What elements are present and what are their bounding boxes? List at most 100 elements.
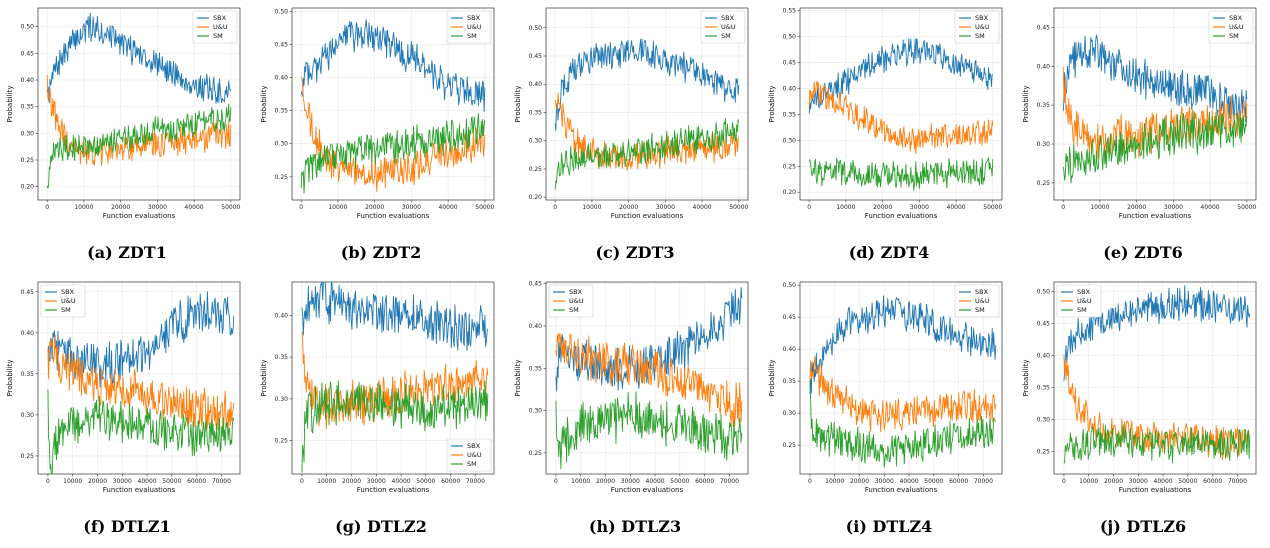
x-tick-label: 50000: [416, 478, 435, 485]
legend-label-sm: SM: [569, 306, 579, 314]
y-tick-label: 0.35: [529, 109, 543, 116]
y-tick-label: 0.35: [1037, 385, 1051, 392]
plot-frame: [1053, 281, 1257, 475]
y-tick-label: 0.40: [529, 323, 543, 330]
legend-label-sm: SM: [61, 306, 71, 314]
legend-label-sm: SM: [975, 32, 985, 40]
y-tick-label: 0.50: [783, 282, 797, 289]
x-tick-label: 50000: [729, 204, 748, 211]
x-axis-label: Function evaluations: [865, 486, 938, 494]
series-line-sbx: [300, 19, 486, 112]
x-tick-label: 0: [554, 478, 558, 485]
y-tick-label: 0.30: [529, 408, 543, 415]
x-tick-label: 60000: [695, 478, 714, 485]
legend-box: [954, 284, 1000, 318]
x-axis-label: Function evaluations: [103, 212, 176, 220]
legend-label-sbx: SBX: [467, 14, 481, 22]
y-tick-label: 0.45: [1037, 24, 1051, 31]
x-tick-label: 40000: [392, 478, 411, 485]
chart-panel-j-dtlz6: 0 10000 20000 30000 40000 50000 60000 70000 0.25…: [1016, 274, 1270, 548]
series-line-sm: [47, 389, 235, 474]
x-axis-label: Function evaluations: [611, 486, 684, 494]
x-tick-label: 30000: [656, 204, 675, 211]
x-tick-label: 50000: [475, 204, 494, 211]
legend-label-sbx: SBX: [721, 14, 735, 22]
x-tick-label: 40000: [947, 204, 966, 211]
y-axis-label: Probability: [260, 85, 268, 122]
x-tick-label: 50000: [162, 478, 181, 485]
x-tick-label: 60000: [187, 478, 206, 485]
x-axis-label: Function evaluations: [1119, 486, 1192, 494]
y-tick-label: 0.35: [275, 354, 289, 361]
legend-box: [954, 10, 1000, 44]
chart-svg: 0 10000 20000 30000 40000 50000 0.25 0.30 0.35 0.…: [1022, 7, 1257, 220]
y-tick-label: 0.40: [783, 85, 797, 92]
y-axis-label: Probability: [514, 85, 522, 122]
x-tick-label: 0: [553, 204, 557, 211]
chart-svg: 0 10000 20000 30000 40000 50000 0.25 0.30 0.35 0.…: [260, 7, 495, 220]
y-tick-label: 0.40: [783, 346, 797, 353]
subfigure-caption: (j) DTLZ6: [1099, 517, 1187, 536]
subfigure-caption: (h) DTLZ3: [588, 517, 682, 536]
series-line-sbx: [301, 282, 489, 351]
chart-panel-c-zdt3: 0 10000 20000 30000 40000 50000 0.20 0.25 0.30 0.…: [508, 0, 762, 274]
x-tick-label: 40000: [185, 204, 204, 211]
series-line-uandu: [300, 76, 486, 193]
y-axis-label: Probability: [260, 359, 268, 396]
x-tick-label: 30000: [1129, 478, 1148, 485]
y-tick-label: 0.20: [529, 194, 543, 201]
chart-panel-h-dtlz3: 0 10000 20000 30000 40000 50000 60000 70000 0.25…: [508, 274, 762, 548]
legend-box: [446, 438, 492, 472]
y-axis-label: Probability: [514, 359, 522, 396]
x-tick-label: 10000: [1079, 478, 1098, 485]
x-tick-label: 20000: [596, 478, 615, 485]
x-tick-label: 40000: [439, 204, 458, 211]
legend-label-sm: SM: [213, 32, 223, 40]
series-line-sbx: [808, 38, 993, 114]
legend-label-sbx: SBX: [569, 288, 583, 296]
y-tick-label: 0.30: [529, 138, 543, 145]
y-tick-label: 0.35: [1037, 102, 1051, 109]
legend-label-sbx: SBX: [1229, 14, 1243, 22]
chart-panel-g-dtlz2: 0 10000 20000 30000 40000 50000 60000 70000 0.25…: [254, 274, 508, 548]
legend-label-uandu: U&U: [569, 297, 584, 305]
series-line-uandu: [555, 332, 743, 428]
y-tick-label: 0.50: [21, 24, 35, 31]
x-tick-label: 10000: [836, 204, 855, 211]
y-tick-label: 0.40: [21, 77, 35, 84]
x-tick-label: 30000: [910, 204, 929, 211]
x-tick-label: 10000: [328, 204, 347, 211]
subfigure-caption: (a) ZDT1: [87, 243, 167, 262]
y-tick-label: 0.30: [21, 412, 35, 419]
x-tick-label: 10000: [317, 478, 336, 485]
y-axis-label: Probability: [6, 85, 14, 122]
chart-svg: 0 10000 20000 30000 40000 50000 60000 70000 0.25…: [260, 281, 495, 494]
legend-box: [700, 10, 746, 44]
chart-svg: 0 10000 20000 30000 40000 50000 60000 70000 0.25…: [514, 281, 749, 494]
y-tick-label: 0.30: [783, 137, 797, 144]
legend-box: [446, 10, 492, 44]
legend-label-sm: SM: [721, 32, 731, 40]
y-tick-label: 0.50: [1037, 289, 1051, 296]
series-line-sm: [808, 157, 994, 191]
y-axis-label: Probability: [1022, 85, 1030, 122]
y-tick-label: 0.40: [1037, 63, 1051, 70]
legend-label-sbx: SBX: [1077, 288, 1091, 296]
x-tick-label: 10000: [825, 478, 844, 485]
chart-panel-d-zdt4: 0 10000 20000 30000 40000 50000 0.20 0.25 0.30 0.…: [762, 0, 1016, 274]
series-line-uandu: [1062, 66, 1248, 160]
series-line-uandu: [1063, 355, 1251, 461]
y-tick-label: 0.45: [529, 281, 543, 288]
series-line-uandu: [46, 74, 232, 167]
y-tick-label: 0.30: [783, 410, 797, 417]
x-tick-label: 40000: [138, 478, 157, 485]
y-tick-label: 0.40: [1037, 353, 1051, 360]
subfigure-caption: (g) DTLZ2: [335, 517, 427, 536]
legend-label-sbx: SBX: [61, 288, 75, 296]
chart-panel-e-zdt6: 0 10000 20000 30000 40000 50000 0.25 0.30 0.35 0.…: [1016, 0, 1270, 274]
